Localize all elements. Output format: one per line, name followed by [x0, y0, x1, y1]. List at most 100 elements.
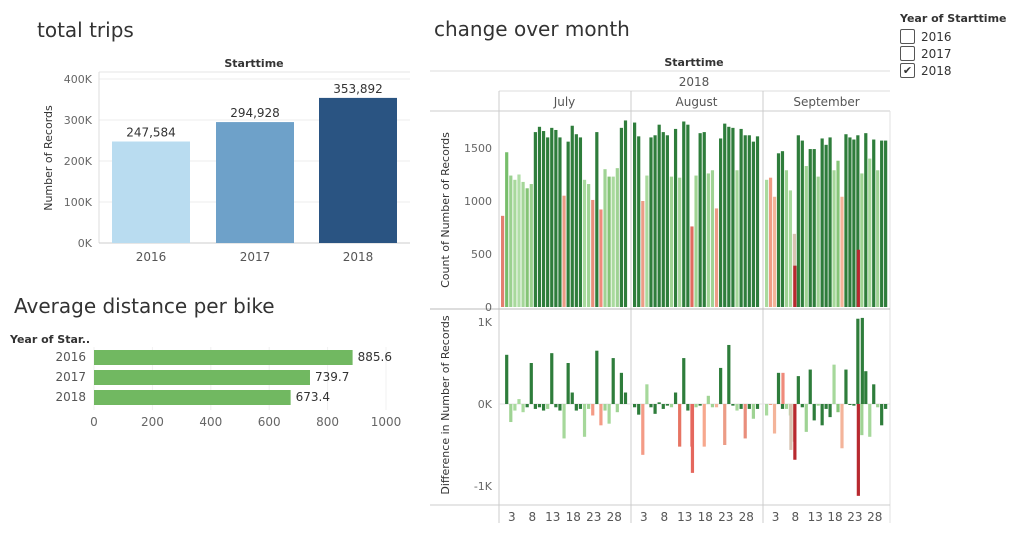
count-bar — [641, 201, 645, 307]
count-bar — [686, 124, 690, 308]
count-bar — [690, 226, 694, 307]
difference-bar — [505, 354, 509, 404]
difference-bar — [661, 404, 665, 409]
x-tick-label: 2016 — [136, 250, 167, 264]
count-bar — [578, 137, 583, 307]
difference-bar — [800, 404, 804, 408]
count-bar — [599, 209, 603, 307]
difference-bar — [637, 404, 641, 415]
x-tick-label: 13 — [677, 510, 692, 524]
row-label: 2018 — [55, 390, 86, 404]
row-header: Year of Star.. — [9, 333, 90, 346]
x-tick-label: 23 — [586, 510, 601, 524]
count-bar — [558, 137, 562, 307]
x-tick-label: 18 — [566, 510, 581, 524]
difference-bar — [529, 363, 533, 404]
count-bar — [727, 126, 731, 307]
row-label: 2016 — [55, 350, 86, 364]
count-bar — [702, 132, 706, 307]
data-label: 673.4 — [296, 390, 330, 404]
x-tick-label: 2018 — [343, 250, 374, 264]
count-bar — [570, 125, 574, 308]
difference-bar — [816, 404, 820, 406]
count-bar — [637, 136, 641, 307]
count-bar — [546, 137, 550, 307]
difference-bar — [653, 404, 657, 414]
x-tick-label: 400 — [199, 415, 222, 429]
difference-bar — [765, 404, 769, 416]
count-bar — [587, 184, 591, 307]
count-bar — [574, 134, 578, 307]
difference-bar — [727, 344, 731, 404]
checkbox-checked-icon[interactable]: ✔ — [900, 63, 915, 78]
difference-bar — [828, 404, 832, 418]
count-bar — [828, 137, 832, 307]
x-tick-label: 1000 — [371, 415, 402, 429]
difference-bar — [796, 376, 800, 404]
count-bar — [529, 184, 533, 307]
x-tick-label: 8 — [528, 510, 536, 524]
difference-bar — [860, 317, 864, 404]
count-bar — [856, 249, 860, 307]
checkbox-icon[interactable] — [900, 29, 915, 44]
difference-bar — [856, 404, 860, 496]
difference-bar — [690, 404, 695, 473]
difference-bar — [755, 404, 760, 409]
y-tick-label: -1K — [474, 480, 493, 493]
difference-bar — [582, 404, 587, 437]
data-label: 294,928 — [230, 106, 280, 120]
difference-bar — [533, 404, 537, 409]
count-bar — [591, 199, 595, 307]
count-bar — [623, 120, 628, 307]
difference-bar — [641, 404, 645, 455]
difference-bar — [611, 358, 615, 404]
x-tick-label: 18 — [698, 510, 713, 524]
difference-bar — [820, 404, 824, 426]
difference-bar — [541, 404, 546, 411]
x-tick-label: 13 — [545, 510, 560, 524]
difference-bar — [768, 404, 773, 405]
difference-bar — [784, 404, 789, 409]
difference-bar — [780, 404, 785, 409]
difference-bar — [562, 404, 566, 439]
difference-bar — [824, 404, 828, 409]
legend-item-2018[interactable]: ✔ 2018 — [900, 62, 1007, 79]
difference-bar — [772, 404, 777, 434]
difference-bar — [710, 404, 715, 408]
difference-bar — [619, 372, 624, 404]
difference-bar — [587, 404, 591, 409]
count-bar — [784, 170, 789, 307]
month-header: August — [676, 95, 718, 109]
difference-bar — [517, 399, 521, 404]
difference-bar — [706, 395, 710, 404]
difference-bar — [781, 372, 785, 404]
checkbox-icon[interactable] — [900, 46, 915, 61]
x-tick-label: 28 — [867, 510, 882, 524]
legend-item-2017[interactable]: 2017 — [900, 45, 1007, 62]
count-bar — [739, 128, 743, 307]
y-axis-label: Number of Records — [42, 105, 55, 211]
y-tick-label: 100K — [64, 196, 93, 209]
count-bar — [796, 135, 800, 307]
count-bar — [743, 135, 747, 307]
count-bar — [780, 151, 785, 307]
count-bar — [864, 133, 868, 307]
difference-bar — [509, 404, 513, 423]
legend-label: 2017 — [921, 46, 952, 61]
x-tick-label: 23 — [847, 510, 862, 524]
data-label: 739.7 — [315, 370, 349, 384]
difference-bar — [743, 404, 747, 439]
legend-label: 2018 — [921, 63, 952, 78]
count-bar — [509, 175, 513, 307]
x-tick-label: 3 — [640, 510, 648, 524]
legend-item-2016[interactable]: 2016 — [900, 28, 1007, 45]
count-bar — [844, 134, 848, 307]
count-bar — [607, 176, 611, 307]
data-label: 885.6 — [358, 350, 392, 364]
x-tick-label: 13 — [808, 510, 823, 524]
difference-bar — [521, 404, 525, 413]
difference-bar — [747, 404, 751, 409]
difference-bar — [525, 404, 529, 408]
difference-bar — [657, 402, 661, 404]
